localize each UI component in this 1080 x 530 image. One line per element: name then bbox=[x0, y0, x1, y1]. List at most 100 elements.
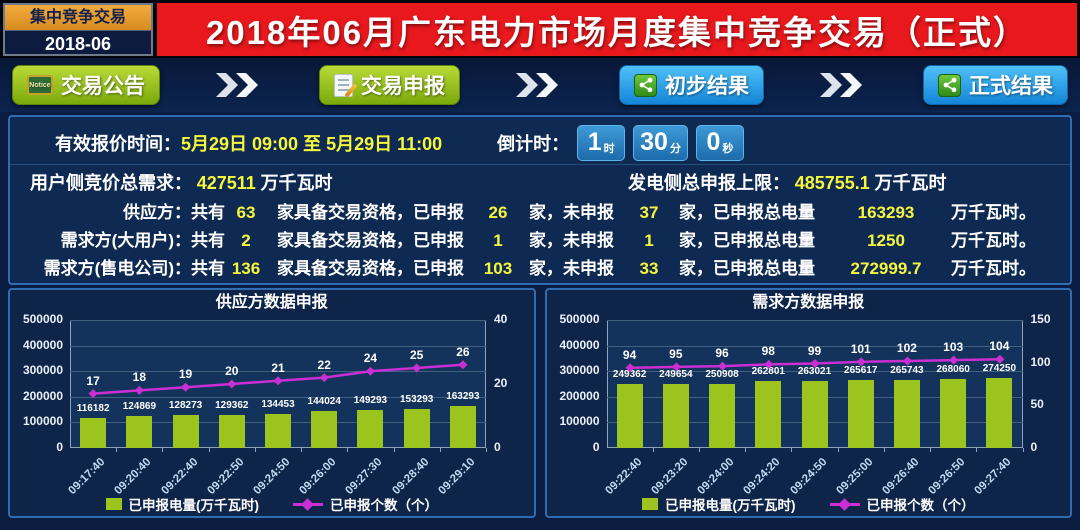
line-point-label: 17 bbox=[86, 373, 100, 388]
x-axis-tick bbox=[393, 448, 395, 452]
official-result-button[interactable]: 正式结果 bbox=[923, 65, 1068, 105]
retailer-declared-count: 103 bbox=[483, 259, 513, 278]
valid-time-value: 5月29日 09:00 至 5月29日 11:00 bbox=[181, 133, 443, 154]
x-axis-tick bbox=[652, 448, 654, 452]
x-axis-tick-label: 09:22:40 bbox=[158, 456, 201, 498]
legend-bar-series: 已申报电量(万千瓦时) bbox=[105, 494, 259, 514]
line-point-label: 94 bbox=[622, 347, 637, 362]
x-axis-tick-label: 09:28:40 bbox=[390, 456, 432, 498]
bar bbox=[893, 379, 920, 448]
x-axis-tick-label: 09:20:40 bbox=[112, 456, 154, 498]
bar-value-label: 134453 bbox=[261, 398, 295, 410]
trade-declare-button[interactable]: 交易申报 bbox=[319, 65, 460, 105]
x-axis-tick-label: 09:17:40 bbox=[66, 456, 108, 498]
trading-info-panel: 有效报价时间： 5月29日 09:00 至 5月29日 11:00 倒计时： 1… bbox=[8, 115, 1072, 285]
line-point-label: 25 bbox=[409, 348, 424, 362]
countdown-hours: 1 时 bbox=[577, 124, 626, 161]
double-arrow-icon bbox=[214, 71, 266, 99]
left-axis-tick-label: 400000 bbox=[22, 337, 63, 352]
line-point-label: 95 bbox=[669, 346, 683, 361]
share-icon bbox=[634, 73, 657, 97]
valid-time-label: 有效报价时间： bbox=[55, 133, 181, 154]
gridline bbox=[70, 345, 486, 347]
legend-bar-series: 已申报电量(万千瓦时) bbox=[642, 494, 796, 514]
bar-value-label: 265743 bbox=[890, 364, 924, 376]
line-point-label: 26 bbox=[456, 344, 470, 359]
chart-title: 需求方数据申报 bbox=[752, 294, 865, 311]
right-axis-tick-label: 100 bbox=[1030, 354, 1051, 369]
large-user-total-count: 2 bbox=[241, 231, 251, 250]
bar-value-label: 149293 bbox=[353, 394, 388, 406]
retailer-undeclared-count: 33 bbox=[639, 259, 659, 278]
line-point-label: 20 bbox=[225, 364, 239, 378]
bar bbox=[265, 413, 291, 448]
large-user-declared-energy: 1250 bbox=[867, 231, 905, 250]
x-axis-tick bbox=[116, 448, 118, 452]
retailer-total-count: 136 bbox=[231, 259, 261, 278]
chart-plot-area: 0 100000 200000 300000 400000 500000 0 20 40 1161… bbox=[10, 312, 534, 497]
line-point-label: 19 bbox=[178, 367, 193, 382]
document-edit-icon bbox=[334, 73, 358, 98]
share-icon bbox=[938, 73, 961, 97]
line-point-label: 18 bbox=[132, 370, 146, 385]
chart-legend: 已申报电量(万千瓦时) 已申报个数（个） bbox=[10, 492, 534, 516]
line-point-label: 98 bbox=[761, 344, 775, 359]
demand-declaration-chart: 需求方数据申报 0 100000 200000 300000 400000 500000 0… bbox=[544, 288, 1072, 518]
gridline bbox=[606, 371, 1023, 373]
bar bbox=[986, 377, 1013, 448]
line-point-label: 21 bbox=[271, 360, 285, 375]
bar-value-label: 153293 bbox=[399, 393, 434, 405]
right-axis-tick-label: 50 bbox=[1030, 397, 1044, 412]
x-axis-tick bbox=[976, 448, 978, 452]
legend-line-series: 已申报个数（个） bbox=[293, 494, 438, 514]
x-axis-tick-label: 09:22:50 bbox=[205, 456, 247, 498]
x-axis-tick bbox=[883, 448, 885, 452]
gridline bbox=[70, 320, 486, 321]
nav-bar: Notice 交易公告 交易申报 初步结果 正式结果 bbox=[0, 58, 1080, 112]
x-axis-tick bbox=[1022, 448, 1024, 452]
line-point-label: 104 bbox=[989, 339, 1010, 354]
bar bbox=[126, 416, 153, 448]
bar-value-label: 262801 bbox=[751, 365, 785, 377]
x-axis-tick bbox=[208, 448, 210, 452]
line-legend-swatch bbox=[829, 497, 860, 511]
supplier-undeclared-count: 37 bbox=[639, 203, 659, 222]
bar-value-label: 124869 bbox=[122, 401, 157, 413]
bar-value-label: 268060 bbox=[936, 364, 970, 376]
official-result-label: 正式结果 bbox=[969, 75, 1053, 98]
trade-notice-button[interactable]: Notice 交易公告 bbox=[12, 65, 160, 105]
bar-value-label: 129362 bbox=[215, 399, 249, 411]
bar-value-label: 163293 bbox=[446, 391, 480, 403]
left-axis-tick-label: 0 bbox=[592, 440, 600, 454]
retailer-declared-energy: 272999.7 bbox=[850, 259, 922, 278]
large-user-declared-count: 1 bbox=[493, 231, 503, 250]
line-point-label: 96 bbox=[715, 346, 729, 361]
x-axis-tick bbox=[930, 448, 932, 452]
x-axis-tick-label: 09:24:50 bbox=[251, 456, 293, 498]
supply-cap: 发电侧总申报上限： 485755.1 万千瓦时 bbox=[628, 173, 947, 193]
gridline bbox=[606, 320, 1023, 321]
large-user-undeclared-count: 1 bbox=[644, 231, 654, 250]
badge-title: 集中竞争交易 bbox=[5, 5, 151, 31]
right-axis-tick-label: 20 bbox=[494, 376, 508, 390]
line-point-label: 103 bbox=[943, 340, 964, 355]
trade-declare-label: 交易申报 bbox=[361, 75, 445, 98]
top-bar: 集中竞争交易 2018-06 2018年06月广东电力市场月度集中竞争交易（正式… bbox=[0, 0, 1080, 58]
bar bbox=[311, 411, 338, 448]
double-arrow-icon bbox=[818, 71, 870, 99]
line-point-label: 102 bbox=[896, 340, 917, 355]
bar-value-label: 144024 bbox=[307, 396, 341, 408]
bar-legend-swatch bbox=[642, 498, 658, 510]
countdown-minutes: 30 分 bbox=[633, 124, 688, 161]
x-axis-tick bbox=[745, 448, 747, 452]
preliminary-result-button[interactable]: 初步结果 bbox=[619, 65, 764, 105]
page-title: 2018年06月广东电力市场月度集中竞争交易（正式） bbox=[157, 3, 1077, 56]
gridline bbox=[606, 345, 1023, 347]
left-axis-tick-label: 500000 bbox=[559, 312, 600, 326]
gridline bbox=[70, 396, 486, 398]
bar bbox=[449, 406, 476, 448]
chart-plot-area: 0 100000 200000 300000 400000 500000 0 50 100 150… bbox=[547, 312, 1071, 497]
left-axis-tick-label: 300000 bbox=[559, 363, 600, 378]
party-name: 需求方(大用户) bbox=[60, 231, 174, 250]
bar-value-label: 263021 bbox=[797, 365, 832, 377]
